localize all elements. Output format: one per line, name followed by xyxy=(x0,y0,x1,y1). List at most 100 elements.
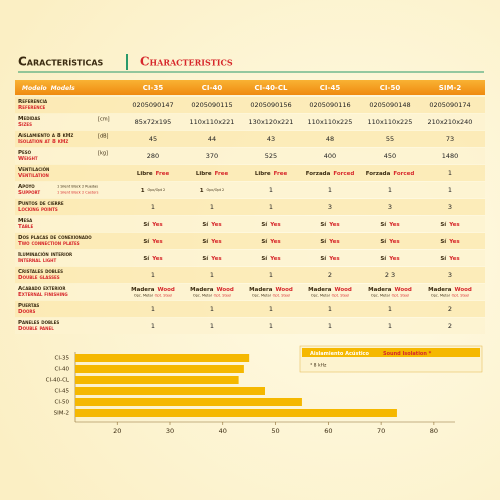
row-label-es: Dos placas de conexionado xyxy=(18,235,92,241)
cell-sub-es: Opc. Metal xyxy=(134,294,153,298)
cell: 1 xyxy=(269,322,273,330)
model-header: CI-40 xyxy=(202,84,223,92)
cell-sub-es: Opc. Metal xyxy=(311,294,330,298)
cell: Sí Yes xyxy=(380,255,400,262)
cell: Madera Wood xyxy=(131,287,175,293)
x-tick-label: 40 xyxy=(219,427,227,435)
cell-sub: Opc. Metal Opt. Steel xyxy=(252,294,290,298)
row-label-en: Support xyxy=(18,190,40,196)
cell-es: Sí xyxy=(380,238,387,245)
cell: 0205090156 xyxy=(250,101,291,109)
cell: 110x110x225 xyxy=(368,118,413,126)
cell-es: Forzada xyxy=(306,171,331,177)
cell: Sí Yes xyxy=(380,221,400,228)
cell-es: Sí xyxy=(143,238,150,245)
row-bg xyxy=(15,182,485,198)
cell: 1 xyxy=(151,271,155,279)
cell-sub-en: Opt. Steel xyxy=(155,294,172,298)
row-bg xyxy=(15,267,485,283)
model-header: CI-50 xyxy=(380,84,401,92)
cell-en: Yes xyxy=(388,222,400,228)
row-bg xyxy=(15,97,485,113)
cell: Madera Wood xyxy=(190,287,234,293)
row-unit: [cm] xyxy=(98,117,110,123)
model-header: CI-45 xyxy=(320,84,341,92)
cell-en: Yes xyxy=(210,222,222,228)
x-tick-label: 60 xyxy=(324,427,332,435)
head-es: Modelo xyxy=(22,85,47,92)
cell: 1 xyxy=(328,322,332,330)
table: Modelo Models CI-35 CI-40 CI-40-CL CI-45 CI-50… xyxy=(15,80,485,334)
cell: 1 xyxy=(388,186,392,194)
x-tick-label: 80 xyxy=(430,427,438,435)
cell: Madera Wood xyxy=(368,287,412,293)
cell: 280 xyxy=(147,152,159,160)
cell: Madera Wood xyxy=(428,287,472,293)
title-es: Características xyxy=(18,55,104,69)
row-label-es: Peso xyxy=(18,150,32,156)
cell: Sí Yes xyxy=(143,255,163,262)
cell: 1 xyxy=(151,305,155,313)
row-label-en: Two connection plates xyxy=(18,241,80,247)
row-bg xyxy=(15,199,485,215)
y-tick-label: CI-45 xyxy=(55,389,70,395)
cell-sub-en: Opt. Steel xyxy=(452,294,469,298)
cell-en: Wood xyxy=(275,287,292,293)
row-bg xyxy=(15,131,485,147)
row-label-es: Medidas xyxy=(18,116,40,122)
row-label-es: Iluminación interior xyxy=(18,252,72,258)
cell: 45 xyxy=(149,135,157,143)
cell: 3 xyxy=(388,203,392,211)
cell-sub-es: Opc. Metal xyxy=(371,294,390,298)
cell: 85x72x195 xyxy=(135,118,172,126)
bar xyxy=(75,409,397,417)
bar xyxy=(75,376,239,384)
cell: 110x110x221 xyxy=(190,118,235,126)
cell: 0205090115 xyxy=(191,101,232,109)
bar xyxy=(75,354,250,362)
cell-sub: Opc. Metal Opt. Steel xyxy=(311,294,349,298)
x-tick-label: 70 xyxy=(377,427,385,435)
cell-en: Wood xyxy=(157,287,174,293)
cell: 0205090147 xyxy=(132,101,173,109)
cell: Forzada Forced xyxy=(306,171,355,177)
cell: 44 xyxy=(208,135,216,143)
cell-en: Yes xyxy=(388,256,400,262)
cell-es: 1 xyxy=(141,188,145,194)
head-en: Models xyxy=(51,85,76,92)
cell-sub: Opc. Metal Opt. Steel xyxy=(371,294,409,298)
row-label-en: Double panel xyxy=(18,326,54,332)
cell: 1 xyxy=(328,186,332,194)
row-label-es: Paneles dobles xyxy=(18,320,59,326)
cell: 525 xyxy=(265,152,277,160)
cell: Sí Yes xyxy=(440,238,460,245)
cell: 1 xyxy=(210,203,214,211)
cell: 1 xyxy=(388,322,392,330)
row-bg xyxy=(15,318,485,334)
cell: 130x120x221 xyxy=(249,118,294,126)
model-header: CI-35 xyxy=(143,84,164,92)
cell: 2 xyxy=(328,271,332,279)
cell: Madera Wood xyxy=(308,287,352,293)
cell: Libre Free xyxy=(255,171,288,177)
cell-es: Sí xyxy=(440,238,447,245)
y-tick-label: CI-40-CL xyxy=(46,378,70,384)
cell-en: Yes xyxy=(151,239,163,245)
row-label-en: Weight xyxy=(18,156,38,162)
cell-en: Yes xyxy=(269,222,281,228)
row-label-es: Cristales dobles xyxy=(18,269,63,275)
cell-en: Yes xyxy=(210,239,222,245)
cell-es: Sí xyxy=(320,221,327,228)
cell-en: Yes xyxy=(151,256,163,262)
cell: 1 xyxy=(210,322,214,330)
cell-sub-en: Opt. Steel xyxy=(332,294,349,298)
cell: 110x110x225 xyxy=(308,118,353,126)
cell-es: Sí xyxy=(320,238,327,245)
cell: 3 xyxy=(448,271,452,279)
cell: 2 3 xyxy=(385,271,395,279)
cell-es: Sí xyxy=(143,255,150,262)
y-tick-label: CI-35 xyxy=(55,356,70,362)
cell-en: Yes xyxy=(448,222,460,228)
cell-es: Forzada xyxy=(366,171,391,177)
cell-en: Yes xyxy=(328,239,340,245)
